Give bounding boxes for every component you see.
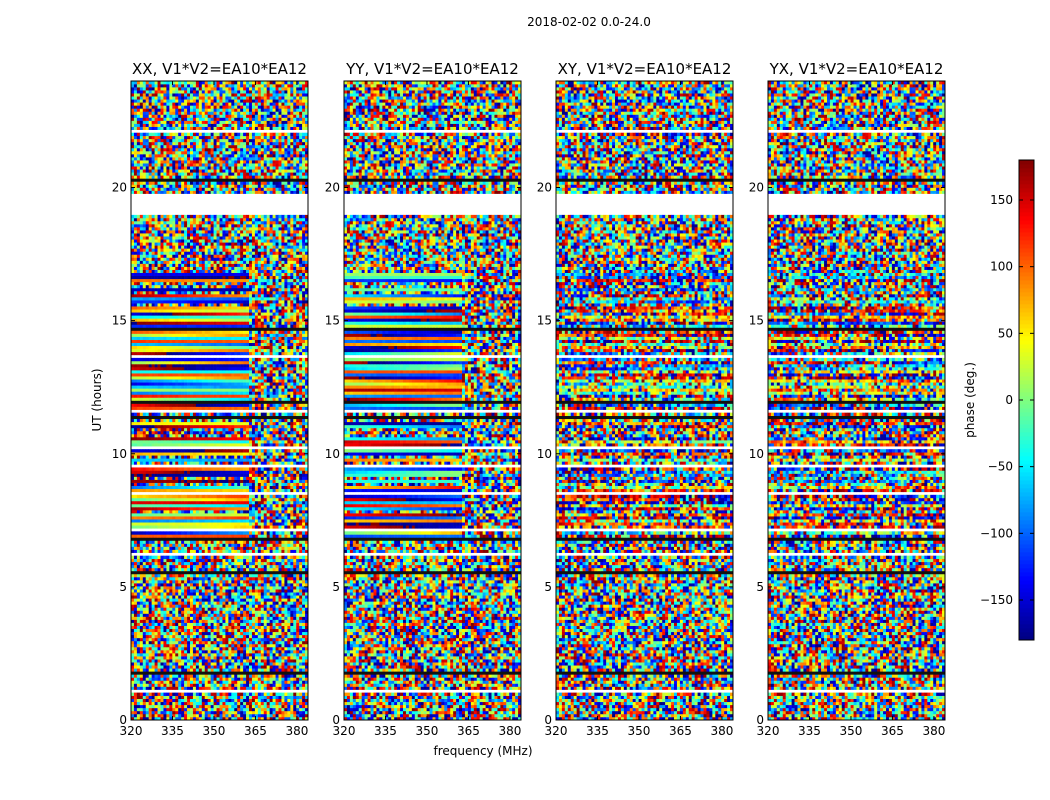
x-tick-label: 350: [203, 724, 226, 738]
x-tick-label: 335: [586, 724, 609, 738]
colorbar-tick-label: −50: [988, 460, 1013, 474]
panel-title: XX, V1*V2=EA10*EA12: [132, 60, 307, 78]
y-tick-label: 10: [749, 447, 764, 461]
x-tick-label: 380: [710, 724, 733, 738]
x-axis-label: frequency (MHz): [433, 744, 532, 758]
colorbar-tick-label: −100: [980, 526, 1013, 540]
x-tick-label: 380: [285, 724, 308, 738]
y-tick-label: 5: [544, 580, 552, 594]
figure-title: 2018-02-02 0.0-24.0: [527, 15, 651, 29]
y-tick-label: 15: [112, 314, 127, 328]
x-tick-label: 335: [374, 724, 397, 738]
x-tick-label: 350: [840, 724, 863, 738]
x-tick-label: 365: [669, 724, 692, 738]
y-tick-label: 20: [749, 181, 764, 195]
x-tick-label: 365: [244, 724, 267, 738]
x-tick-label: 335: [798, 724, 821, 738]
y-axis-label: UT (hours): [90, 368, 104, 431]
x-tick-label: 380: [498, 724, 521, 738]
y-tick-label: 15: [749, 314, 764, 328]
phase-image: [131, 81, 308, 720]
y-tick-label: 20: [537, 181, 552, 195]
y-tick-label: 0: [544, 713, 552, 727]
y-tick-label: 20: [112, 181, 127, 195]
y-tick-label: 15: [537, 314, 552, 328]
y-tick-label: 10: [325, 447, 340, 461]
panel-title: YX, V1*V2=EA10*EA12: [769, 60, 944, 78]
y-tick-label: 0: [119, 713, 127, 727]
colorbar-tick-label: 150: [990, 193, 1013, 207]
panel-title: XY, V1*V2=EA10*EA12: [558, 60, 732, 78]
colorbar-tick-label: 50: [998, 326, 1013, 340]
x-tick-label: 365: [457, 724, 480, 738]
panel-title: YY, V1*V2=EA10*EA12: [345, 60, 519, 78]
y-tick-label: 20: [325, 181, 340, 195]
phase-image: [768, 81, 945, 720]
colorbar-tick-label: −150: [980, 593, 1013, 607]
y-tick-label: 5: [756, 580, 764, 594]
y-tick-label: 0: [756, 713, 764, 727]
phase-image: [556, 81, 733, 720]
colorbar-label: phase (deg.): [963, 362, 977, 438]
colorbar-tick-label: 100: [990, 260, 1013, 274]
y-tick-label: 15: [325, 314, 340, 328]
y-tick-label: 10: [537, 447, 552, 461]
y-tick-label: 5: [332, 580, 340, 594]
y-tick-label: 5: [119, 580, 127, 594]
y-tick-label: 10: [112, 447, 127, 461]
x-tick-label: 365: [881, 724, 904, 738]
colorbar: phase (deg.) 150 100 50 0 −50 −100 −150: [963, 160, 1034, 640]
y-tick-label: 0: [332, 713, 340, 727]
x-tick-label: 350: [416, 724, 439, 738]
x-tick-label: 380: [922, 724, 945, 738]
x-tick-label: 335: [161, 724, 184, 738]
phase-image: [344, 81, 521, 720]
colorbar-tick-label: 0: [1005, 393, 1013, 407]
x-tick-label: 350: [628, 724, 651, 738]
